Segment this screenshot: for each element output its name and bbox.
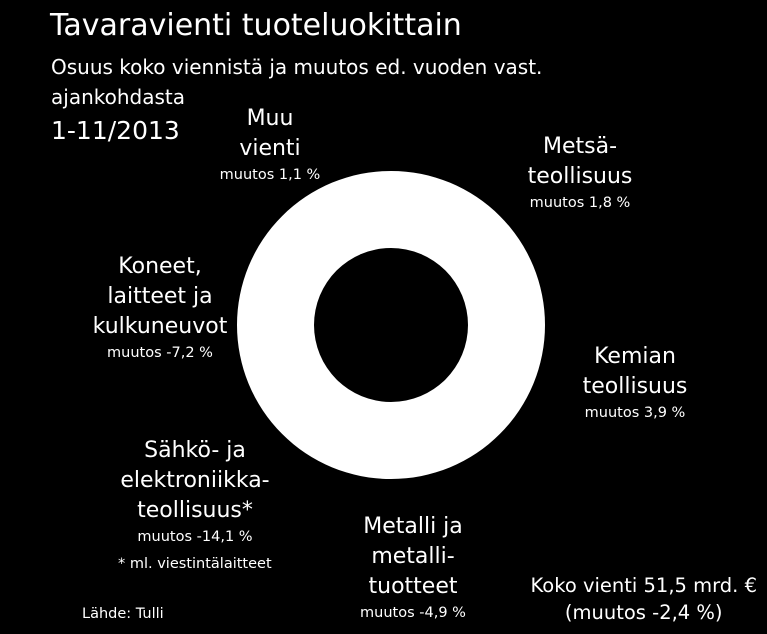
category-label-metalli: Metalli ja metalli- tuotteet muutos -4,9… xyxy=(333,512,493,624)
category-change: muutos -7,2 % xyxy=(107,345,213,361)
source-note: Lähde: Tulli xyxy=(82,606,164,622)
category-name-line: teollisuus xyxy=(527,164,633,189)
category-change: muutos 1,8 % xyxy=(529,195,631,211)
category-change: muutos 1,1 % xyxy=(219,167,321,183)
category-name-line: Metalli ja xyxy=(363,514,463,539)
total-export-change: (muutos -2,4 %) xyxy=(564,601,723,624)
category-label-kemianteollisuus: Kemian teollisuus muutos 3,9 % xyxy=(555,342,715,424)
chart-subtitle: Osuus koko viennistä ja muutos ed. vuode… xyxy=(51,55,543,109)
footnote: * ml. viestintälaitteet xyxy=(118,556,272,572)
chart-title: Tavaravienti tuoteluokittain xyxy=(50,8,462,43)
category-name-line: tuotteet xyxy=(368,574,458,599)
category-label-koneet: Koneet, laitteet ja kulkuneuvot muutos -… xyxy=(70,252,250,364)
category-label-sahko-elektroniikka: Sähkö- ja elektroniikka- teollisuus* muu… xyxy=(110,436,280,548)
category-name-line: Koneet, xyxy=(118,254,202,279)
category-name-line: teollisuus xyxy=(582,374,688,399)
category-name-line: Muu xyxy=(246,106,294,131)
category-label-metsateollisuus: Metsä- teollisuus muutos 1,8 % xyxy=(500,132,660,214)
category-change: muutos -4,9 % xyxy=(360,605,466,621)
category-name-line: vienti xyxy=(239,136,301,161)
category-name-line: Sähkö- ja xyxy=(144,438,246,463)
category-name-line: Metsä- xyxy=(542,134,618,159)
category-label-muu-vienti: Muu vienti muutos 1,1 % xyxy=(190,104,350,186)
category-change: muutos 3,9 % xyxy=(584,405,686,421)
category-name-line: teollisuus* xyxy=(137,498,253,523)
chart-period: 1-11/2013 xyxy=(51,116,180,145)
donut-ring xyxy=(237,170,545,480)
total-export-summary: Koko vienti 51,5 mrd. € (muutos -2,4 %) xyxy=(530,572,757,626)
category-change: muutos -14,1 % xyxy=(137,529,253,545)
category-name-line: kulkuneuvot xyxy=(92,314,228,339)
category-name-line: laitteet ja xyxy=(107,284,213,309)
total-export-value: Koko vienti 51,5 mrd. € xyxy=(530,574,757,597)
category-name-line: metalli- xyxy=(371,544,455,569)
category-name-line: elektroniikka- xyxy=(120,468,270,493)
category-name-line: Kemian xyxy=(594,344,676,369)
